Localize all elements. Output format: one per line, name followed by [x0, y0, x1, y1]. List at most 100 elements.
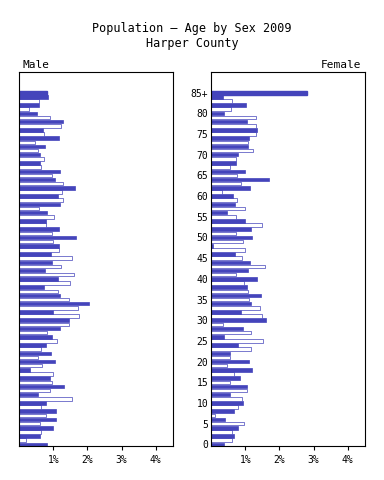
Bar [211, 306, 260, 310]
Bar [19, 149, 38, 152]
Bar [19, 269, 45, 272]
Bar [211, 136, 250, 140]
Bar [211, 422, 245, 425]
Bar [211, 393, 230, 396]
Bar [19, 223, 46, 227]
Bar [19, 310, 53, 314]
Bar [19, 166, 41, 169]
Bar [19, 434, 40, 438]
Bar [19, 426, 53, 430]
Bar [19, 339, 57, 343]
Bar [211, 99, 232, 103]
Bar [19, 351, 51, 355]
Bar [211, 310, 241, 314]
Bar [211, 219, 245, 223]
Bar [19, 157, 45, 161]
Bar [211, 228, 251, 231]
Bar [19, 248, 59, 252]
Bar [211, 211, 227, 215]
Bar [211, 124, 257, 128]
Bar [211, 331, 251, 335]
Bar [211, 438, 232, 442]
Bar [211, 231, 236, 235]
Bar [19, 153, 40, 156]
Bar [19, 368, 30, 372]
Bar [211, 215, 235, 218]
Bar [19, 211, 47, 215]
Bar [19, 376, 50, 380]
Bar [19, 418, 56, 421]
Bar [211, 157, 236, 161]
Bar [211, 281, 244, 285]
Bar [19, 323, 69, 326]
Bar [19, 306, 78, 310]
Bar [211, 323, 223, 326]
Bar [19, 430, 41, 433]
Bar [211, 327, 243, 330]
Bar [19, 203, 60, 206]
Text: Male: Male [22, 60, 49, 70]
Bar [211, 223, 262, 227]
Bar [211, 273, 237, 276]
Bar [211, 182, 241, 185]
Bar [19, 116, 50, 119]
Bar [211, 409, 235, 413]
Bar [211, 236, 252, 239]
Bar [19, 264, 61, 268]
Bar [19, 360, 55, 363]
Bar [211, 203, 235, 206]
Bar [19, 91, 46, 95]
Bar [19, 277, 58, 281]
Bar [211, 405, 238, 409]
Bar [211, 389, 247, 392]
Bar [19, 108, 29, 111]
Text: Female: Female [321, 60, 362, 70]
Bar [19, 327, 60, 330]
Bar [211, 426, 238, 430]
Bar [211, 256, 242, 260]
Bar [211, 289, 248, 293]
Bar [19, 364, 42, 368]
Bar [19, 294, 60, 297]
Bar [19, 228, 59, 231]
Bar [19, 314, 79, 318]
Bar [19, 401, 46, 405]
Bar [211, 95, 223, 98]
Bar [211, 277, 257, 281]
Bar [19, 194, 58, 198]
Text: Population — Age by Sex 2009
Harper County: Population — Age by Sex 2009 Harper Coun… [92, 23, 292, 50]
Bar [19, 281, 70, 285]
Bar [211, 401, 243, 405]
Bar [211, 207, 245, 210]
Bar [211, 298, 249, 301]
Bar [211, 141, 248, 144]
Bar [19, 169, 60, 173]
Bar [19, 289, 58, 293]
Bar [19, 356, 38, 359]
Bar [19, 174, 52, 177]
Bar [19, 144, 45, 148]
Bar [19, 298, 69, 301]
Bar [19, 215, 54, 218]
Bar [19, 190, 62, 194]
Bar [211, 368, 252, 372]
Bar [19, 438, 26, 442]
Bar [19, 348, 41, 351]
Bar [19, 161, 40, 165]
Bar [19, 331, 46, 335]
Bar [211, 351, 230, 355]
Bar [19, 141, 35, 144]
Bar [211, 103, 246, 107]
Bar [211, 261, 250, 264]
Bar [211, 161, 236, 165]
Bar [211, 153, 238, 156]
Bar [211, 190, 222, 194]
Bar [19, 335, 52, 338]
Bar [211, 335, 224, 338]
Bar [19, 186, 75, 190]
Bar [19, 372, 53, 376]
Bar [211, 108, 231, 111]
Bar [19, 389, 50, 392]
Bar [211, 240, 243, 243]
Bar [19, 219, 46, 223]
